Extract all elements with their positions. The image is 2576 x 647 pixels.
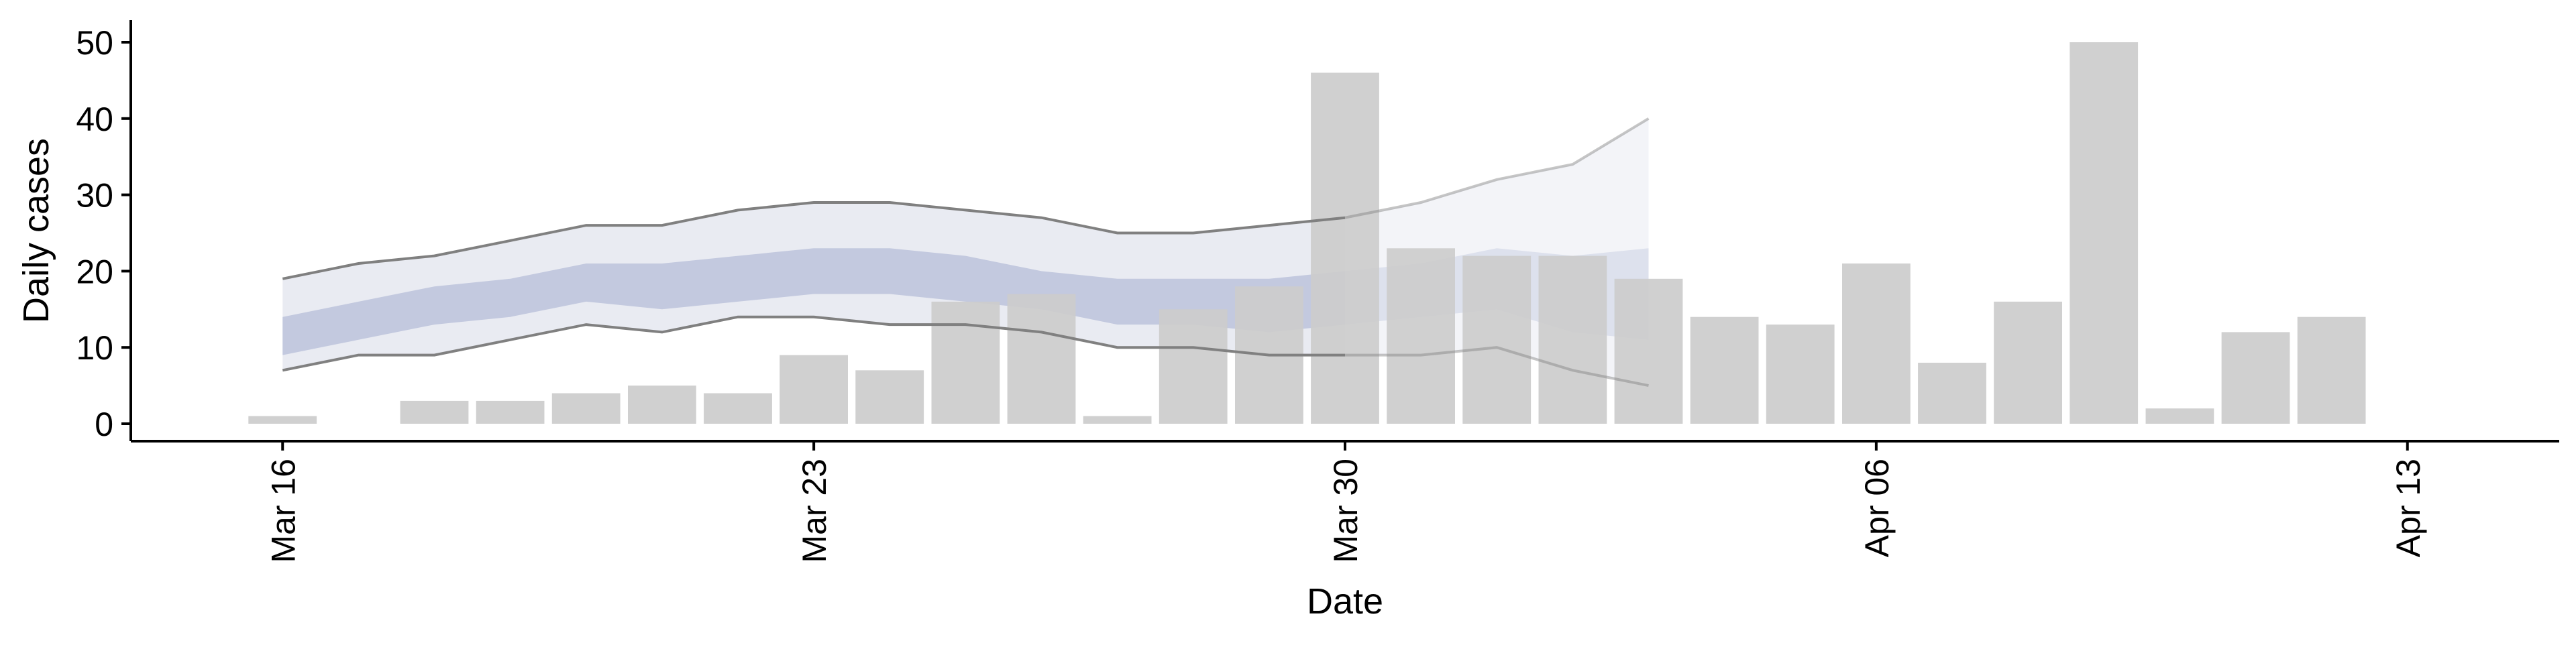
- inner-band: [282, 248, 1345, 355]
- bar: [1690, 316, 1759, 424]
- bar: [1083, 416, 1152, 424]
- x-tick-label: Apr 13: [2390, 459, 2427, 557]
- y-tick-label: 30: [76, 177, 113, 215]
- bar: [1842, 263, 1911, 424]
- bar: [780, 355, 848, 424]
- bar: [2145, 408, 2214, 424]
- bar: [1994, 301, 2062, 424]
- upper-forecast-line: [1344, 117, 1650, 219]
- bar: [1918, 363, 1986, 424]
- bar: [2297, 316, 2366, 424]
- bar: [1387, 248, 1455, 424]
- bar: [2221, 332, 2290, 424]
- bar: [931, 301, 1000, 424]
- y-tick-label: 40: [76, 101, 113, 138]
- bar: [1311, 72, 1379, 424]
- bar: [1159, 309, 1228, 424]
- projection-lines: [282, 117, 1650, 388]
- x-axis-ticks: Mar 16 Mar 23 Mar 30 Apr 06 Apr 13: [264, 441, 2427, 563]
- bar: [855, 370, 924, 424]
- bar: [248, 416, 317, 424]
- bar: [400, 400, 469, 424]
- y-tick-label: 0: [95, 406, 113, 443]
- y-tick-label: 50: [76, 24, 113, 62]
- lower-forecast-line: [1345, 346, 1649, 388]
- bar: [628, 386, 696, 424]
- y-axis-label: Daily cases: [16, 138, 56, 323]
- bar: [2070, 42, 2139, 424]
- upper-line: [282, 201, 1346, 280]
- bar: [704, 393, 772, 424]
- bar: [1614, 278, 1683, 424]
- x-tick-label: Mar 23: [796, 459, 833, 563]
- bar: [551, 393, 621, 424]
- bar: [1766, 325, 1835, 424]
- bar: [476, 400, 545, 424]
- x-tick-label: Apr 06: [1858, 459, 1896, 557]
- y-tick-label: 20: [76, 253, 113, 290]
- x-tick-label: Mar 16: [264, 459, 302, 563]
- bar: [1462, 255, 1532, 424]
- bars: [248, 42, 2366, 424]
- lower-line: [282, 315, 1345, 372]
- y-axis-ticks: 0 10 20 30 40 50: [76, 24, 131, 443]
- bar: [1538, 255, 1607, 424]
- x-tick-label: Mar 30: [1327, 459, 1364, 563]
- y-tick-label: 10: [76, 329, 113, 367]
- x-axis-label: Date: [1307, 581, 1383, 622]
- bar: [1007, 294, 1076, 424]
- axes: 0 10 20 30 40 50 Mar 16 Mar 23 Mar 30 Apr 06 Apr …: [16, 20, 2559, 622]
